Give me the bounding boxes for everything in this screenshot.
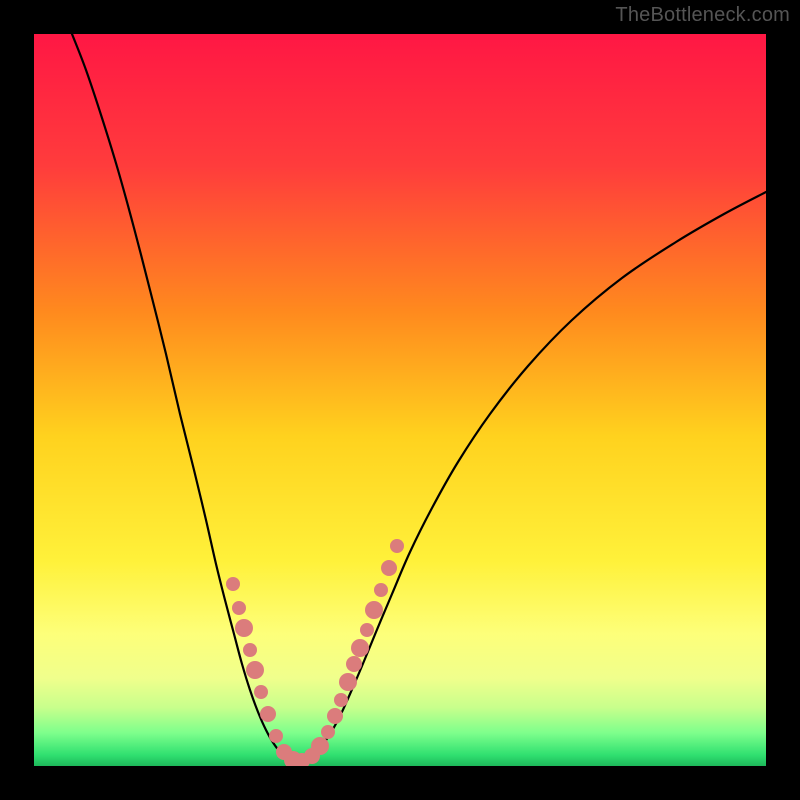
- data-dot: [232, 601, 246, 615]
- data-dot: [381, 560, 397, 576]
- data-dot: [243, 643, 257, 657]
- data-dot: [254, 685, 268, 699]
- data-dot: [235, 619, 253, 637]
- data-dot: [351, 639, 369, 657]
- data-dot: [311, 737, 329, 755]
- data-dot: [365, 601, 383, 619]
- watermark-text: TheBottleneck.com: [615, 4, 790, 27]
- data-dot: [374, 583, 388, 597]
- data-dot: [260, 706, 276, 722]
- data-dot: [334, 693, 348, 707]
- data-dot: [246, 661, 264, 679]
- data-dot: [327, 708, 343, 724]
- bottleneck-chart: [0, 0, 800, 800]
- data-dot: [346, 656, 362, 672]
- data-dot: [390, 539, 404, 553]
- chart-container: TheBottleneck.com: [0, 0, 800, 800]
- data-dot: [269, 729, 283, 743]
- data-dot: [226, 577, 240, 591]
- data-dot: [360, 623, 374, 637]
- data-dot: [339, 673, 357, 691]
- data-dot: [321, 725, 335, 739]
- plot-background: [34, 34, 766, 766]
